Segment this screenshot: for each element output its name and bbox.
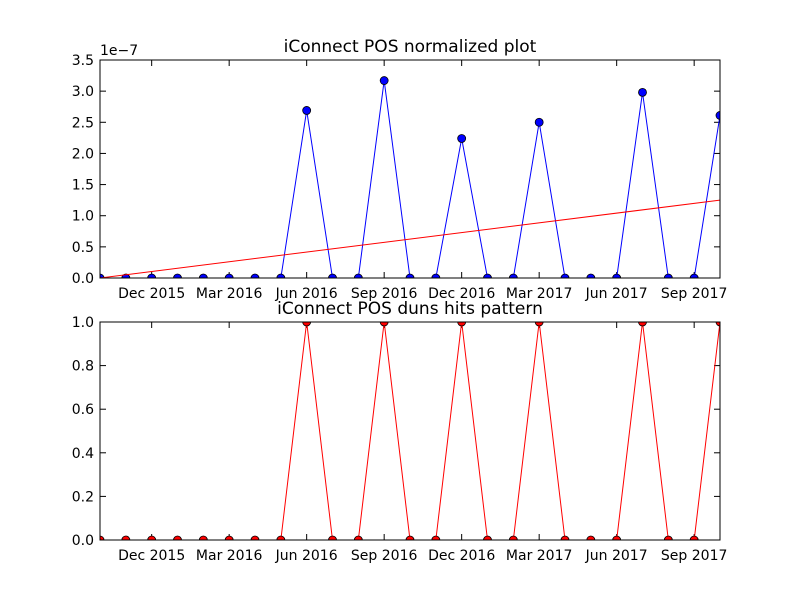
plot-frame bbox=[99, 321, 721, 541]
data-point bbox=[534, 322, 544, 327]
data-point bbox=[560, 535, 570, 540]
data-point bbox=[715, 111, 720, 120]
y-tick-label: 0.2 bbox=[72, 489, 94, 505]
x-tick-label: Dec 2015 bbox=[118, 548, 185, 564]
data-point bbox=[147, 273, 157, 278]
bottom-chart: iConnect POS duns hits pattern 0.0 0.2 0.4… bbox=[72, 299, 728, 564]
plot-marks bbox=[100, 322, 720, 540]
data-point bbox=[534, 117, 544, 127]
data-point bbox=[457, 322, 467, 327]
data-point bbox=[100, 535, 105, 540]
data-point bbox=[173, 535, 182, 540]
plot-marks bbox=[100, 76, 720, 278]
data-point bbox=[302, 322, 312, 327]
data-point bbox=[328, 535, 337, 540]
data-point bbox=[379, 76, 389, 85]
chart-title: iConnect POS normalized plot bbox=[284, 37, 537, 57]
x-tick-label: Sep 2017 bbox=[661, 548, 727, 564]
chart-title: iConnect POS duns hits pattern bbox=[277, 299, 543, 319]
data-point bbox=[431, 273, 441, 278]
data-point bbox=[353, 273, 363, 278]
data-point bbox=[328, 273, 337, 278]
data-point bbox=[198, 273, 208, 278]
data-point bbox=[276, 273, 286, 278]
data-point bbox=[663, 273, 673, 278]
y-tick-label: 1.0 bbox=[72, 209, 94, 225]
data-point bbox=[250, 535, 260, 540]
x-tick-label: Sep 2016 bbox=[351, 286, 418, 302]
y-tick-label: 0.8 bbox=[72, 359, 94, 375]
y-tick-label: 2.5 bbox=[72, 115, 94, 131]
data-point bbox=[586, 535, 596, 540]
data-point bbox=[663, 535, 673, 540]
data-point bbox=[147, 535, 157, 540]
x-tick-label: Jun 2017 bbox=[585, 548, 648, 564]
x-tick-label: Jun 2016 bbox=[275, 548, 338, 564]
data-point bbox=[250, 273, 260, 278]
x-tick-label: Mar 2016 bbox=[196, 286, 263, 302]
data-point bbox=[431, 535, 441, 540]
x-tick-label: Dec 2015 bbox=[118, 286, 185, 302]
data-point bbox=[638, 322, 647, 327]
x-tick-label: Dec 2016 bbox=[428, 548, 495, 564]
y-scale-label: 1e−7 bbox=[100, 43, 138, 59]
axis-ticks: 0.0 0.5 1.0 1.5 2.0 2.5 3.0 3.5 Dec 2015 Mar 2016… bbox=[72, 53, 728, 302]
data-point bbox=[483, 273, 492, 278]
data-point bbox=[121, 535, 131, 540]
y-tick-label: 0.0 bbox=[72, 533, 94, 549]
x-tick-label: Sep 2016 bbox=[351, 548, 418, 564]
data-point bbox=[224, 535, 234, 540]
data-point bbox=[379, 322, 389, 327]
data-point bbox=[405, 273, 415, 278]
y-tick-label: 1.0 bbox=[72, 315, 94, 331]
y-tick-label: 2.0 bbox=[72, 146, 94, 162]
series-line bbox=[100, 322, 720, 540]
data-point bbox=[302, 106, 312, 115]
x-tick-label: Mar 2017 bbox=[506, 548, 573, 564]
data-point bbox=[100, 273, 105, 278]
data-point bbox=[405, 535, 415, 540]
data-point bbox=[198, 535, 208, 540]
x-tick-label: Dec 2016 bbox=[428, 286, 495, 302]
data-point bbox=[715, 322, 720, 327]
y-tick-label: 0.6 bbox=[72, 402, 94, 418]
top-chart: iConnect POS normalized plot 1e−7 0.0 0.5… bbox=[72, 37, 728, 302]
x-tick-label: Jun 2017 bbox=[585, 286, 648, 302]
data-point bbox=[689, 273, 699, 278]
data-point bbox=[586, 273, 596, 278]
data-point bbox=[353, 535, 363, 540]
y-tick-label: 3.5 bbox=[72, 53, 94, 69]
plot-frame bbox=[99, 59, 721, 279]
y-tick-label: 1.5 bbox=[72, 178, 94, 194]
data-point bbox=[508, 535, 518, 540]
x-tick-label: Mar 2017 bbox=[506, 286, 573, 302]
axis-ticks: 0.0 0.2 0.4 0.6 0.8 1.0 Dec 2015 Mar 2016 Jun 20… bbox=[72, 315, 728, 564]
y-tick-label: 0.4 bbox=[72, 446, 94, 462]
x-tick-label: Mar 2016 bbox=[196, 548, 263, 564]
data-point bbox=[276, 535, 286, 540]
data-point bbox=[173, 273, 182, 278]
data-point bbox=[612, 535, 622, 540]
data-point bbox=[483, 535, 492, 540]
data-point bbox=[457, 134, 467, 143]
x-tick-label: Jun 2016 bbox=[275, 286, 338, 302]
data-point bbox=[508, 273, 518, 278]
y-tick-label: 0.5 bbox=[72, 240, 94, 256]
data-point bbox=[224, 273, 234, 278]
series-line bbox=[100, 199, 720, 278]
data-point bbox=[560, 273, 570, 278]
y-tick-label: 3.0 bbox=[72, 84, 94, 100]
y-tick-label: 0.0 bbox=[72, 271, 94, 287]
data-point bbox=[638, 87, 647, 97]
series-line bbox=[100, 80, 720, 278]
data-point bbox=[689, 535, 699, 540]
x-tick-label: Sep 2017 bbox=[661, 286, 727, 302]
data-point bbox=[612, 273, 622, 278]
